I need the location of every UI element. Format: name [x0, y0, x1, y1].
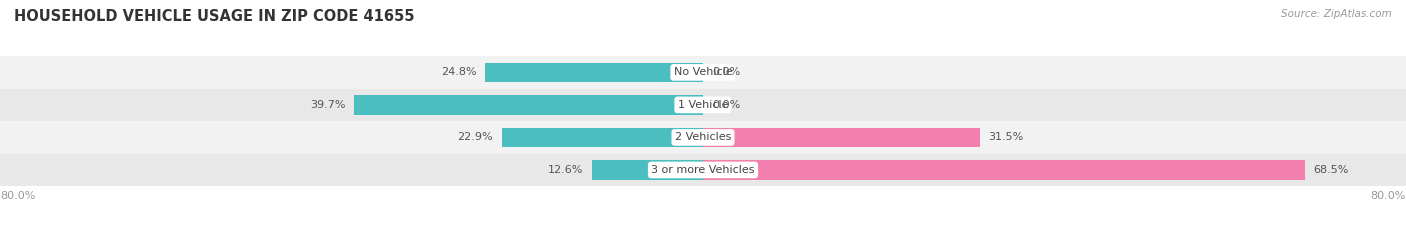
Text: 31.5%: 31.5% — [988, 132, 1024, 142]
Bar — [502, 128, 703, 147]
Text: No Vehicle: No Vehicle — [673, 67, 733, 77]
Text: 80.0%: 80.0% — [0, 191, 35, 201]
Text: 22.9%: 22.9% — [457, 132, 494, 142]
Text: 0.0%: 0.0% — [711, 100, 740, 110]
Text: 3 or more Vehicles: 3 or more Vehicles — [651, 165, 755, 175]
Bar — [592, 160, 703, 180]
Text: HOUSEHOLD VEHICLE USAGE IN ZIP CODE 41655: HOUSEHOLD VEHICLE USAGE IN ZIP CODE 4165… — [14, 9, 415, 24]
Text: 2 Vehicles: 2 Vehicles — [675, 132, 731, 142]
Text: 80.0%: 80.0% — [1371, 191, 1406, 201]
Bar — [703, 160, 1305, 180]
Text: 0.0%: 0.0% — [711, 67, 740, 77]
Text: 1 Vehicle: 1 Vehicle — [678, 100, 728, 110]
Bar — [0, 56, 1406, 89]
Bar — [0, 121, 1406, 154]
Text: 39.7%: 39.7% — [309, 100, 346, 110]
Bar — [703, 128, 980, 147]
Text: 12.6%: 12.6% — [548, 165, 583, 175]
Bar — [485, 63, 703, 82]
Text: 68.5%: 68.5% — [1313, 165, 1350, 175]
Bar — [354, 95, 703, 115]
Text: 24.8%: 24.8% — [440, 67, 477, 77]
Text: Source: ZipAtlas.com: Source: ZipAtlas.com — [1281, 9, 1392, 19]
Bar — [0, 89, 1406, 121]
Bar — [0, 154, 1406, 186]
